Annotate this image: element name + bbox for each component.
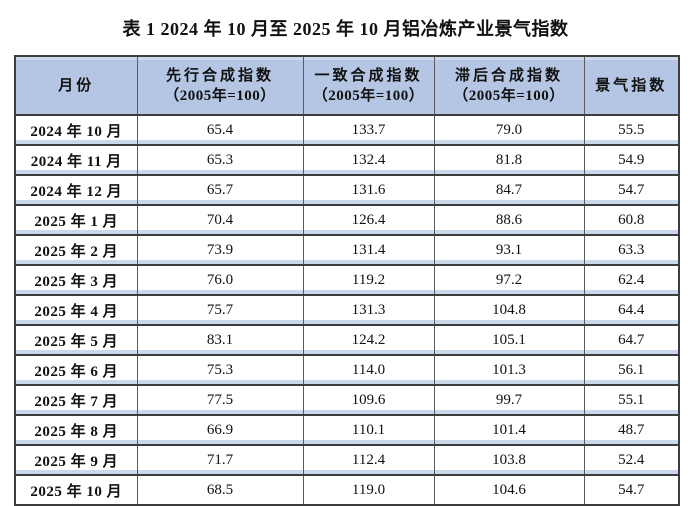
table-row: 2024 年 10 月 65.4 133.7 79.0 55.5 xyxy=(15,115,679,146)
prosperity-value-cell: 63.3 xyxy=(583,235,679,266)
month-cell: 2025 年 8 月 xyxy=(15,415,137,446)
header-cell-lagging-index: 滞后合成指数 （2005年=100） xyxy=(433,56,584,116)
leading-value-cell: 75.7 xyxy=(136,295,303,326)
lagging-value-cell: 105.1 xyxy=(433,325,584,356)
leading-value-cell: 75.3 xyxy=(136,355,303,386)
leading-value-cell: 70.4 xyxy=(136,205,303,236)
month-cell: 2024 年 11 月 xyxy=(15,145,137,176)
coincident-value-cell: 132.4 xyxy=(302,145,434,176)
month-cell: 2025 年 1 月 xyxy=(15,205,137,236)
table-row: 2025 年 9 月 71.7 112.4 103.8 52.4 xyxy=(15,445,679,476)
lagging-value-cell: 104.6 xyxy=(433,475,584,505)
month-cell: 2025 年 5 月 xyxy=(15,325,137,356)
header-leading-base: （2005年=100） xyxy=(164,87,276,104)
table-row: 2025 年 1 月 70.4 126.4 88.6 60.8 xyxy=(15,205,679,236)
prosperity-value-cell: 54.7 xyxy=(583,175,679,206)
table-row: 2025 年 5 月 83.1 124.2 105.1 64.7 xyxy=(15,325,679,356)
coincident-value-cell: 131.6 xyxy=(302,175,434,206)
prosperity-value-cell: 60.8 xyxy=(583,205,679,236)
coincident-value-cell: 110.1 xyxy=(302,415,434,446)
header-lagging-label: 滞后合成指数 xyxy=(454,67,563,84)
lagging-value-cell: 99.7 xyxy=(433,385,584,416)
prosperity-value-cell: 55.5 xyxy=(583,115,679,146)
lagging-value-cell: 101.4 xyxy=(433,415,584,446)
prosperity-value-cell: 52.4 xyxy=(583,445,679,476)
header-cell-leading-index: 先行合成指数 （2005年=100） xyxy=(136,56,303,116)
coincident-value-cell: 109.6 xyxy=(302,385,434,416)
month-cell: 2025 年 9 月 xyxy=(15,445,137,476)
lagging-value-cell: 93.1 xyxy=(433,235,584,266)
month-cell: 2025 年 3 月 xyxy=(15,265,137,296)
coincident-value-cell: 114.0 xyxy=(302,355,434,386)
coincident-value-cell: 124.2 xyxy=(302,325,434,356)
prosperity-value-cell: 64.4 xyxy=(583,295,679,326)
lagging-value-cell: 97.2 xyxy=(433,265,584,296)
table-row: 2025 年 7 月 77.5 109.6 99.7 55.1 xyxy=(15,385,679,416)
header-month-label: 月份 xyxy=(58,77,95,94)
page-title: 表 1 2024 年 10 月至 2025 年 10 月铝冶炼产业景气指数 xyxy=(122,19,569,39)
lagging-value-cell: 101.3 xyxy=(433,355,584,386)
coincident-value-cell: 126.4 xyxy=(302,205,434,236)
header-cell-month: 月份 xyxy=(15,56,137,116)
leading-value-cell: 65.4 xyxy=(136,115,303,146)
coincident-value-cell: 131.3 xyxy=(302,295,434,326)
leading-value-cell: 65.7 xyxy=(136,175,303,206)
lagging-value-cell: 104.8 xyxy=(433,295,584,326)
month-cell: 2025 年 2 月 xyxy=(15,235,137,266)
header-prosperity-label: 景气指数 xyxy=(595,77,668,94)
header-lagging-base: （2005年=100） xyxy=(453,87,565,104)
prosperity-index-table: 月份 先行合成指数 （2005年=100） 一致合成指数 （2005年=100）… xyxy=(14,55,680,506)
coincident-value-cell: 131.4 xyxy=(302,235,434,266)
month-cell: 2025 年 4 月 xyxy=(15,295,137,326)
prosperity-value-cell: 62.4 xyxy=(583,265,679,296)
header-coincident-label: 一致合成指数 xyxy=(314,67,423,84)
prosperity-value-cell: 54.7 xyxy=(583,475,679,505)
table-row: 2025 年 2 月 73.9 131.4 93.1 63.3 xyxy=(15,235,679,266)
leading-value-cell: 71.7 xyxy=(136,445,303,476)
table-row: 2025 年 3 月 76.0 119.2 97.2 62.4 xyxy=(15,265,679,296)
table-row: 2025 年 10 月 68.5 119.0 104.6 54.7 xyxy=(15,475,679,505)
leading-value-cell: 66.9 xyxy=(136,415,303,446)
month-cell: 2024 年 12 月 xyxy=(15,175,137,206)
leading-value-cell: 65.3 xyxy=(136,145,303,176)
month-cell: 2024 年 10 月 xyxy=(15,115,137,146)
header-cell-prosperity-index: 景气指数 xyxy=(583,56,679,116)
table-row: 2024 年 11 月 65.3 132.4 81.8 54.9 xyxy=(15,145,679,176)
header-coincident-base: （2005年=100） xyxy=(312,87,425,104)
coincident-value-cell: 112.4 xyxy=(302,445,434,476)
leading-value-cell: 77.5 xyxy=(136,385,303,416)
prosperity-value-cell: 64.7 xyxy=(583,325,679,356)
lagging-value-cell: 81.8 xyxy=(433,145,584,176)
lagging-value-cell: 84.7 xyxy=(433,175,584,206)
table-row: 2025 年 6 月 75.3 114.0 101.3 56.1 xyxy=(15,355,679,386)
coincident-value-cell: 119.2 xyxy=(302,265,434,296)
month-cell: 2025 年 7 月 xyxy=(15,385,137,416)
header-cell-coincident-index: 一致合成指数 （2005年=100） xyxy=(302,56,434,116)
lagging-value-cell: 79.0 xyxy=(433,115,584,146)
month-cell: 2025 年 6 月 xyxy=(15,355,137,386)
prosperity-value-cell: 56.1 xyxy=(583,355,679,386)
prosperity-value-cell: 54.9 xyxy=(583,145,679,176)
table-row: 2024 年 12 月 65.7 131.6 84.7 54.7 xyxy=(15,175,679,206)
lagging-value-cell: 103.8 xyxy=(433,445,584,476)
lagging-value-cell: 88.6 xyxy=(433,205,584,236)
header-leading-label: 先行合成指数 xyxy=(165,67,274,84)
leading-value-cell: 83.1 xyxy=(136,325,303,356)
table-row: 2025 年 4 月 75.7 131.3 104.8 64.4 xyxy=(15,295,679,326)
leading-value-cell: 68.5 xyxy=(136,475,303,505)
prosperity-value-cell: 48.7 xyxy=(583,415,679,446)
prosperity-value-cell: 55.1 xyxy=(583,385,679,416)
table-row: 2025 年 8 月 66.9 110.1 101.4 48.7 xyxy=(15,415,679,446)
header-row: 月份 先行合成指数 （2005年=100） 一致合成指数 （2005年=100）… xyxy=(15,56,679,116)
month-cell: 2025 年 10 月 xyxy=(15,475,137,505)
coincident-value-cell: 133.7 xyxy=(302,115,434,146)
leading-value-cell: 73.9 xyxy=(136,235,303,266)
leading-value-cell: 76.0 xyxy=(136,265,303,296)
coincident-value-cell: 119.0 xyxy=(302,475,434,505)
